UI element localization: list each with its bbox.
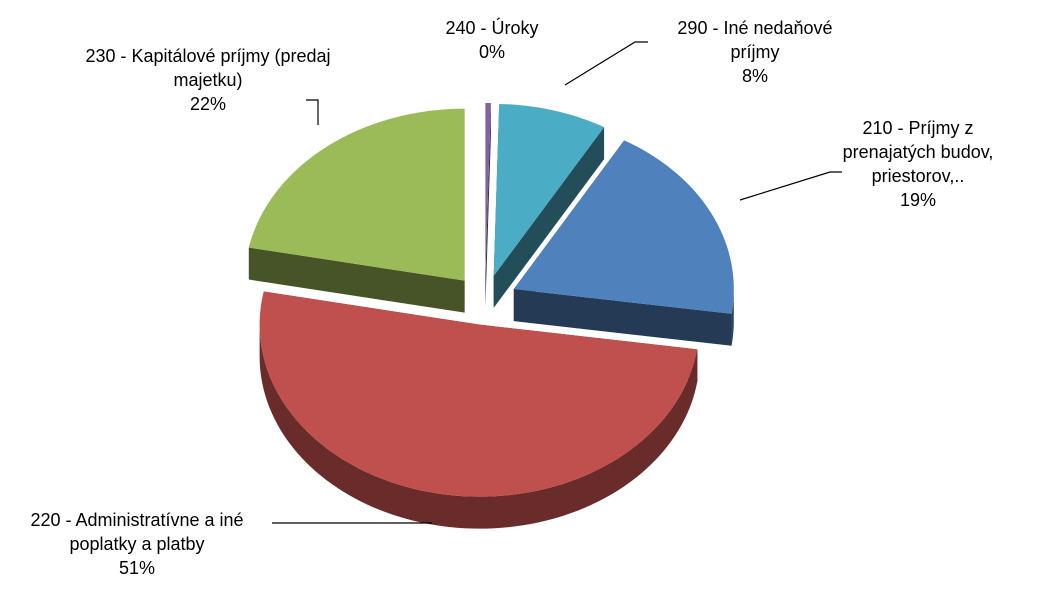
data-label: 290 - Iné nedaňové príjmy 8% (653, 16, 858, 88)
slice-wall (731, 289, 734, 346)
category-label: 230 - Kapitálové príjmy (predaj majetku) (85, 46, 331, 90)
slice (493, 103, 605, 276)
slice (259, 291, 698, 497)
slices (248, 102, 734, 529)
percent-label: 0% (478, 42, 505, 62)
data-label: 220 - Administratívne a iné poplatky a p… (12, 508, 262, 580)
category-label: 220 - Administratívne a iné poplatky a p… (30, 510, 244, 554)
leader-line (739, 171, 842, 201)
slice-wall (259, 324, 698, 529)
slice-side (493, 127, 605, 308)
slice-side (248, 247, 465, 313)
percent-label: 51% (118, 558, 156, 578)
data-label: 240 - Úroky 0% (412, 16, 572, 64)
percent-label: 19% (899, 190, 937, 210)
slice (248, 108, 465, 281)
data-label: 230 - Kapitálové príjmy (predaj majetku)… (83, 44, 333, 116)
slice (485, 102, 491, 275)
leader-line (564, 41, 648, 86)
slice-side (485, 103, 491, 307)
leader-line (306, 99, 319, 125)
data-label: 210 - Príjmy z prenajatých budov, priest… (823, 116, 1013, 212)
category-label: 240 - Úroky (445, 18, 539, 38)
percent-label: 22% (189, 94, 227, 114)
slice (513, 140, 734, 314)
percent-label: 8% (741, 66, 768, 86)
category-label: 210 - Príjmy z prenajatých budov, priest… (842, 118, 994, 186)
category-label: 290 - Iné nedaňové príjmy (677, 18, 833, 62)
slice-side (513, 289, 732, 346)
